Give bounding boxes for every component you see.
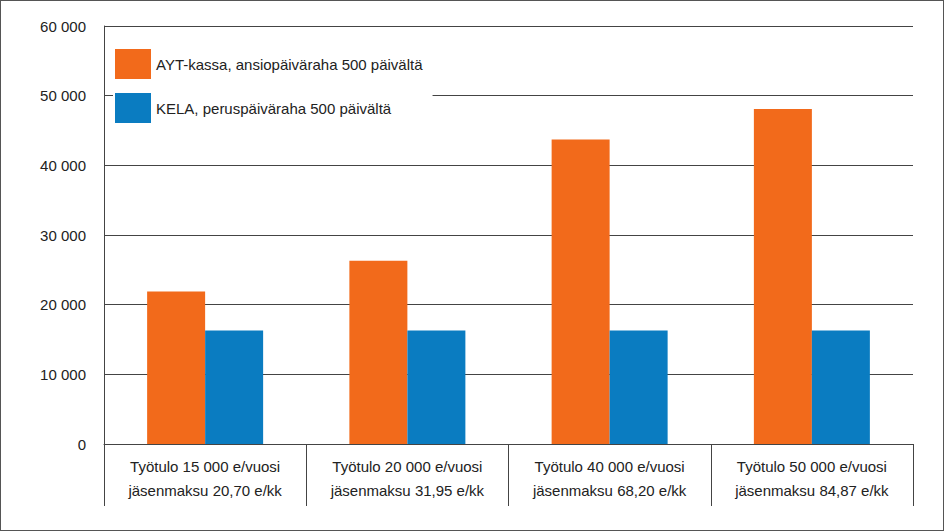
svg-text:KELA, peruspäiväraha 500 päivä: KELA, peruspäiväraha 500 päivältä	[156, 100, 392, 117]
svg-text:60 000: 60 000	[40, 18, 86, 35]
svg-text:jäsenmaksu 84,87 e/kk: jäsenmaksu 84,87 e/kk	[734, 482, 889, 499]
svg-text:Työtulo 15 000 e/vuosi: Työtulo 15 000 e/vuosi	[130, 458, 280, 475]
svg-text:Työtulo 40 000 e/vuosi: Työtulo 40 000 e/vuosi	[535, 458, 685, 475]
svg-text:20 000: 20 000	[40, 296, 86, 313]
svg-text:Työtulo 20 000 e/vuosi: Työtulo 20 000 e/vuosi	[332, 458, 482, 475]
svg-text:40 000: 40 000	[40, 157, 86, 174]
svg-text:10 000: 10 000	[40, 366, 86, 383]
svg-text:jäsenmaksu 68,20 e/kk: jäsenmaksu 68,20 e/kk	[532, 482, 687, 499]
svg-text:0: 0	[78, 436, 86, 453]
svg-text:jäsenmaksu 20,70 e/kk: jäsenmaksu 20,70 e/kk	[127, 482, 282, 499]
svg-text:30 000: 30 000	[40, 227, 86, 244]
svg-text:50 000: 50 000	[40, 87, 86, 104]
svg-text:AYT-kassa, ansiopäiväraha 500: AYT-kassa, ansiopäiväraha 500 päivältä	[156, 56, 423, 73]
svg-text:Työtulo 50 000 e/vuosi: Työtulo 50 000 e/vuosi	[737, 458, 887, 475]
svg-text:jäsenmaksu 31,95 e/kk: jäsenmaksu 31,95 e/kk	[330, 482, 485, 499]
